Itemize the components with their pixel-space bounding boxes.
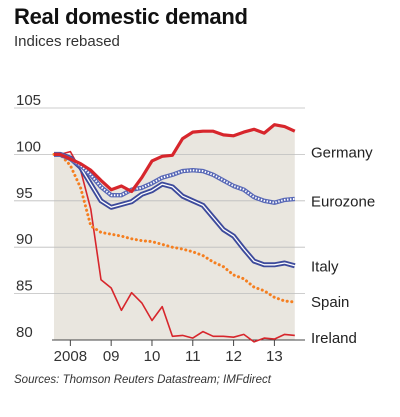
series-line-italy-inner xyxy=(54,153,295,267)
y-tick-label-85: 85 xyxy=(16,278,33,295)
series-label-eurozone: Eurozone xyxy=(311,194,375,211)
series-label-ireland: Ireland xyxy=(311,330,357,347)
x-tick-label-13: 13 xyxy=(266,348,283,365)
y-tick-label-95: 95 xyxy=(16,185,33,202)
series-label-spain: Spain xyxy=(311,294,349,311)
x-tick-label-2008: 2008 xyxy=(54,348,87,365)
series-line-germany xyxy=(54,123,296,194)
x-tick-label-11: 11 xyxy=(185,348,201,365)
series-line-spain xyxy=(52,152,297,304)
series-label-germany: Germany xyxy=(311,145,373,162)
y-tick-label-80: 80 xyxy=(16,324,33,341)
source-note: Sources: Thomson Reuters Datastream; IMF… xyxy=(14,374,271,386)
series-line-eurozone-pattern xyxy=(54,153,295,204)
y-tick-label-105: 105 xyxy=(16,92,41,109)
series-line-ireland xyxy=(54,150,295,343)
shaded-area xyxy=(54,124,295,340)
chart-title: Real domestic demand xyxy=(14,4,248,29)
chart-subtitle: Indices rebased xyxy=(14,33,120,50)
y-tick-label-100: 100 xyxy=(16,138,41,155)
x-tick-label-09: 09 xyxy=(103,348,120,365)
x-tick-label-10: 10 xyxy=(144,348,161,365)
series-label-italy: Italy xyxy=(311,259,339,276)
y-tick-label-90: 90 xyxy=(16,231,33,248)
x-tick-label-12: 12 xyxy=(225,348,242,365)
